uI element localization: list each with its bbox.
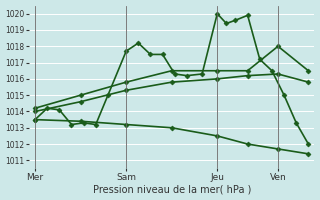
X-axis label: Pression niveau de la mer( hPa ): Pression niveau de la mer( hPa ) [92,184,251,194]
